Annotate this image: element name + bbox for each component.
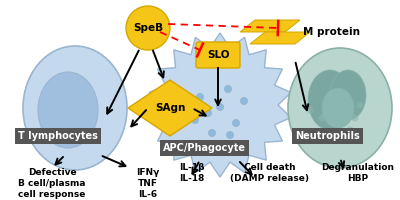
Text: SpeB: SpeB	[133, 23, 163, 33]
Text: T lymphocytes: T lymphocytes	[18, 131, 98, 141]
Circle shape	[306, 106, 314, 114]
Text: APC/Phagocyte: APC/Phagocyte	[163, 143, 246, 153]
Ellipse shape	[23, 46, 127, 170]
Ellipse shape	[288, 48, 392, 168]
Ellipse shape	[330, 70, 366, 120]
Circle shape	[191, 116, 199, 124]
Text: Cell death
(DAMP release): Cell death (DAMP release)	[230, 163, 310, 183]
Circle shape	[326, 129, 334, 136]
Circle shape	[240, 97, 248, 105]
Circle shape	[204, 109, 212, 117]
Circle shape	[226, 131, 234, 139]
Text: M protein: M protein	[303, 27, 360, 37]
Polygon shape	[149, 33, 291, 177]
Circle shape	[208, 129, 216, 137]
Polygon shape	[240, 20, 300, 32]
Circle shape	[196, 93, 204, 101]
Text: Defective
B cell/plasma
cell response: Defective B cell/plasma cell response	[18, 168, 86, 199]
Text: SLO: SLO	[207, 50, 229, 60]
Circle shape	[224, 85, 232, 93]
FancyBboxPatch shape	[196, 42, 240, 68]
Text: Degranulation
HBP: Degranulation HBP	[322, 163, 394, 183]
Text: SAgn: SAgn	[155, 103, 185, 113]
Circle shape	[356, 102, 364, 108]
Circle shape	[216, 103, 224, 111]
Polygon shape	[250, 32, 310, 44]
Polygon shape	[128, 80, 212, 136]
Ellipse shape	[38, 72, 98, 148]
Ellipse shape	[322, 88, 354, 128]
Text: IL-1β
IL-18: IL-1β IL-18	[179, 163, 205, 183]
Circle shape	[352, 114, 358, 121]
Circle shape	[232, 119, 240, 127]
Text: Neutrophils: Neutrophils	[295, 131, 360, 141]
Circle shape	[346, 127, 354, 134]
Text: IFNγ
TNF
IL-6: IFNγ TNF IL-6	[136, 168, 160, 199]
Circle shape	[126, 6, 170, 50]
Ellipse shape	[308, 70, 352, 130]
Circle shape	[318, 114, 326, 121]
